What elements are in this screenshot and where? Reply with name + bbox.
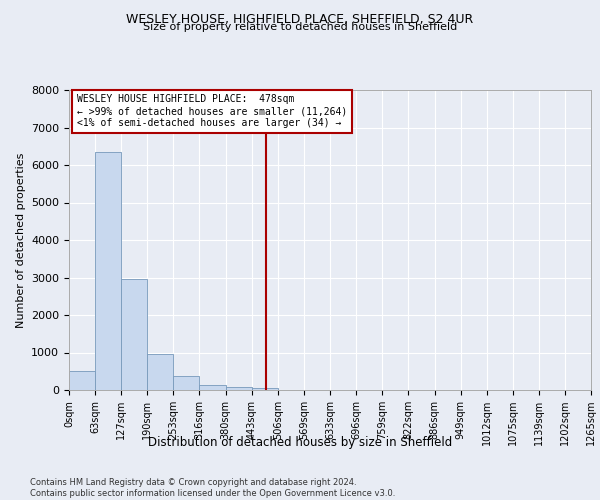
Bar (226, 386, 252, 390)
Y-axis label: Number of detached properties: Number of detached properties (16, 152, 26, 328)
Text: Distribution of detached houses by size in Sheffield: Distribution of detached houses by size … (148, 436, 452, 449)
Text: WESLEY HOUSE, HIGHFIELD PLACE, SHEFFIELD, S2 4UR: WESLEY HOUSE, HIGHFIELD PLACE, SHEFFIELD… (127, 12, 473, 26)
Bar (173, 376, 199, 390)
Bar (199, 385, 226, 390)
Bar (121, 280, 148, 390)
Text: Size of property relative to detached houses in Sheffield: Size of property relative to detached ho… (143, 22, 457, 32)
Bar (252, 388, 278, 390)
Text: Contains HM Land Registry data © Crown copyright and database right 2024.
Contai: Contains HM Land Registry data © Crown c… (30, 478, 395, 498)
Bar (69, 371, 95, 390)
Bar (148, 354, 173, 390)
Text: WESLEY HOUSE HIGHFIELD PLACE:  478sqm
← >99% of detached houses are smaller (11,: WESLEY HOUSE HIGHFIELD PLACE: 478sqm ← >… (77, 94, 347, 128)
Bar (95, 152, 121, 390)
